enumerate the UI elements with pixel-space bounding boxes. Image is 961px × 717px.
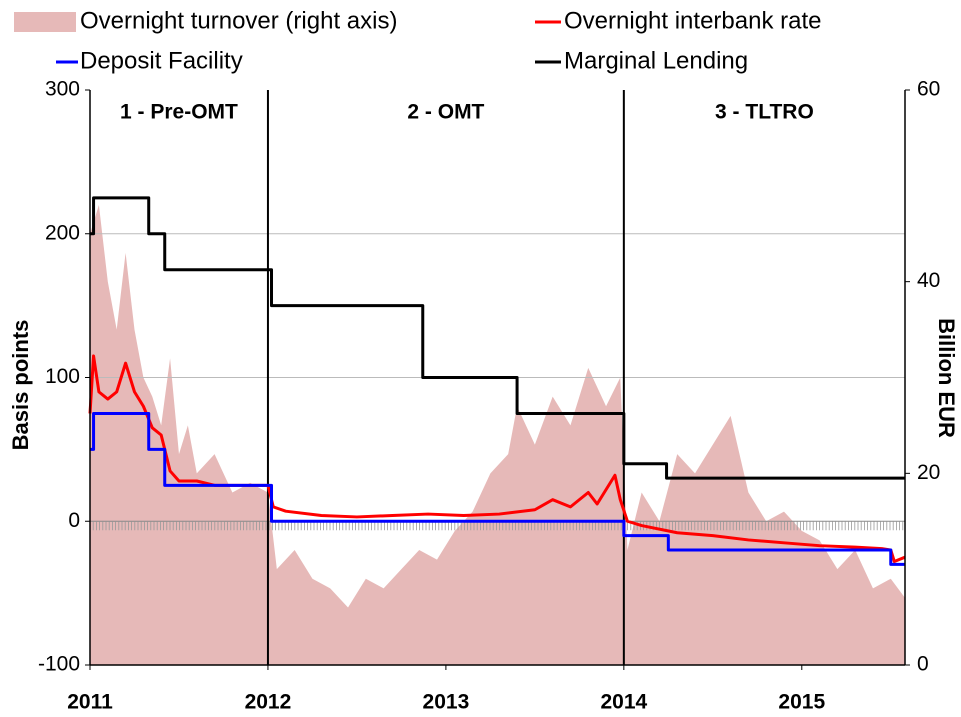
- y-tick-label: 100: [45, 365, 80, 388]
- period-label: 2 - OMT: [407, 101, 484, 124]
- y-tick-label: 0: [68, 509, 80, 532]
- legend-label: Marginal Lending: [564, 47, 748, 74]
- legend-label: Overnight turnover (right axis): [80, 7, 397, 34]
- y2-tick-label: 20: [917, 461, 940, 484]
- line: [90, 411, 905, 566]
- x-tick-label: 2013: [423, 691, 470, 714]
- x-tick-label: 2011: [67, 691, 113, 714]
- y-tick-label: -100: [38, 653, 80, 676]
- x-tick-label: 2014: [600, 691, 647, 714]
- y2-tick-label: 40: [917, 269, 940, 292]
- y-tick-label: 300: [45, 78, 80, 101]
- legend-label: Deposit Facility: [80, 47, 243, 74]
- y-tick-label: 200: [45, 221, 80, 244]
- y2-axis-title: Billion EUR: [934, 318, 959, 438]
- x-tick-label: 2015: [778, 691, 825, 714]
- y2-tick-label: 0: [917, 653, 929, 676]
- legend-swatch: [14, 12, 76, 32]
- x-tick-label: 2012: [245, 691, 292, 714]
- y-axis-title: Basis points: [8, 320, 33, 451]
- y2-tick-label: 60: [917, 78, 940, 101]
- area: [90, 205, 905, 665]
- line: [90, 196, 905, 480]
- period-label: 3 - TLTRO: [715, 101, 814, 124]
- line: [88, 354, 906, 563]
- legend-label: Overnight interbank rate: [564, 7, 821, 34]
- plot-area: [90, 205, 905, 665]
- period-label: 1 - Pre-OMT: [120, 101, 238, 124]
